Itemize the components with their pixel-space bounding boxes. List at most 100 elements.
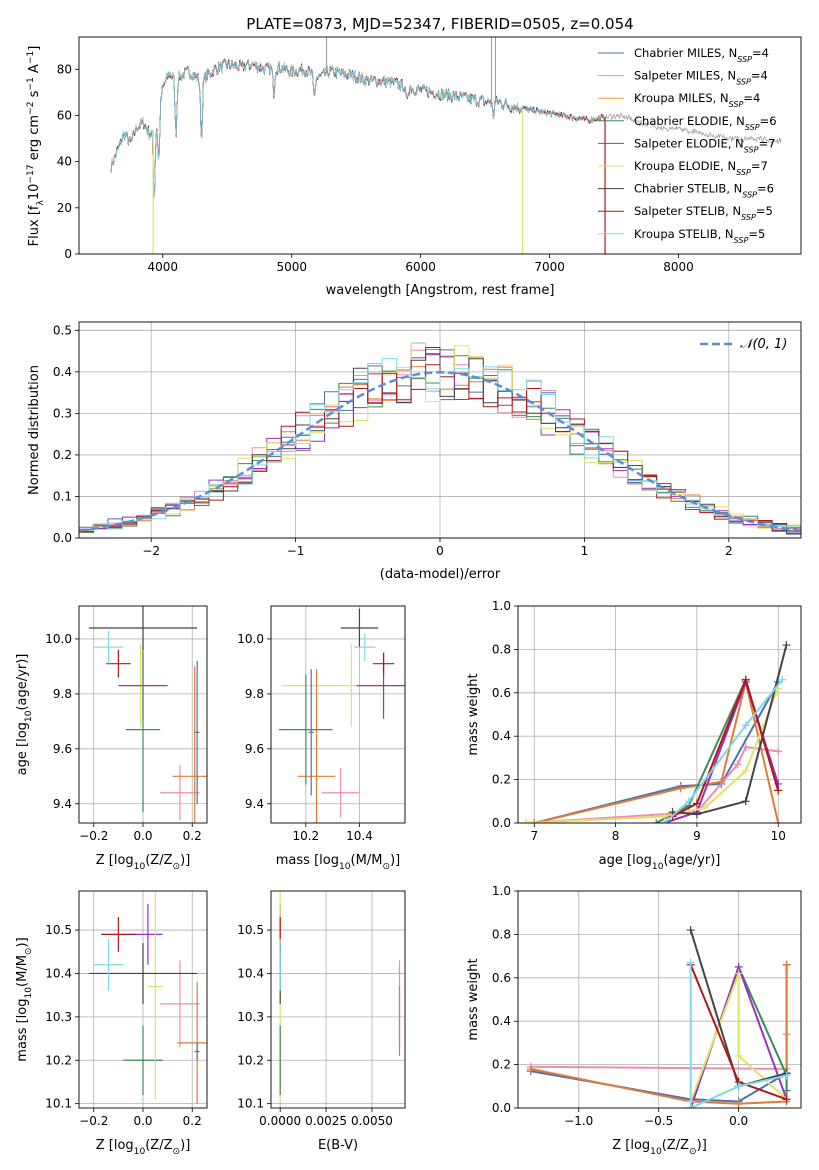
mass-weight-line (672, 644, 788, 816)
mass-weight-line (526, 745, 779, 823)
x-tick-label: 5000 (276, 260, 307, 274)
panel-spectrum: 4000 5000 6000 7000 8000 0 20 40 60 80 wavelength … (26, 36, 802, 298)
y-tick-label: 9.8 (245, 687, 264, 701)
y-tick-label: 20 (57, 201, 72, 215)
legend-entry: Chabrier ELODIE, NSSP=6 (634, 114, 777, 132)
mass-weight-marker (686, 958, 695, 967)
plot-area-spectrum (110, 37, 782, 254)
mass-weight-marker (741, 721, 750, 730)
y-tick-label: 0.4 (492, 729, 511, 743)
y-tick-label: 10.5 (45, 923, 72, 937)
y-tick-label: 0 (64, 247, 72, 261)
plot-area-age_vs_Z (88, 606, 207, 823)
y-tick-label: 10.0 (45, 632, 72, 646)
x-tick-label: 10.4 (346, 829, 373, 843)
mass-weight-marker (701, 803, 710, 812)
x-tick-label: 4000 (148, 260, 179, 274)
y-axis-label: age [log10(age/yr)] (15, 654, 34, 776)
y-tick-label: 0.0 (492, 816, 511, 830)
axes-frame (517, 890, 802, 1109)
x-axis-label: mass [log10(M/M⊙)] (276, 853, 400, 872)
y-tick-label: 9.8 (53, 687, 72, 701)
legend-entry: Salpeter ELODIE, NSSP=7 (634, 136, 775, 154)
axes-frame (78, 36, 802, 255)
y-tick-label: 0.3 (53, 406, 72, 420)
y-tick-label: 0.6 (492, 686, 511, 700)
x-tick-label: −1.0 (564, 1114, 593, 1128)
mass-weight-marker (734, 1051, 743, 1060)
mass-weight-marker (530, 819, 539, 823)
mass-weight-marker (774, 786, 783, 795)
y-tick-label: 9.4 (245, 797, 264, 811)
mass-weight-marker (686, 926, 695, 935)
panel-mass_vs_EBV: 0.0000 0.0025 0.0050 10.1 10.2 10.3 10.4 10.5 E(… (237, 890, 406, 1153)
y-tick-label: 80 (57, 62, 72, 76)
figure-title: PLATE=0873, MJD=52347, FIBERID=0505, z=0… (246, 15, 633, 33)
x-tick-label: 0.0050 (351, 1114, 393, 1128)
y-tick-label: 0.4 (53, 365, 72, 379)
mass-weight-marker (733, 760, 742, 769)
x-tick-label: 10.2 (292, 829, 319, 843)
mass-weight-marker (778, 675, 787, 684)
x-tick-label: −1 (287, 544, 305, 558)
y-tick-label: 9.6 (53, 742, 72, 756)
y-tick-label: 0.1 (53, 489, 72, 503)
mass-weight-marker (686, 1104, 695, 1108)
mass-weight-marker (741, 797, 750, 806)
grid-age_vs_mass (271, 606, 405, 823)
y-tick-label: 0.2 (53, 448, 72, 462)
panel-mass_vs_Z: −0.2 0.0 0.2 10.1 10.2 10.3 10.4 10.5 Z [log10(Z… (15, 890, 208, 1157)
plot-area-mass_vs_Z (88, 891, 207, 1104)
x-tick-label: 0.2 (183, 1114, 202, 1128)
mass-weight-marker (782, 1071, 791, 1080)
mass-weight-marker (734, 1082, 743, 1091)
plot-area-weight_vs_Z (526, 926, 791, 1108)
x-tick-label: 7000 (534, 260, 565, 274)
x-tick-label: −0.5 (644, 1114, 673, 1128)
panel-weight_vs_age: 7 8 9 10 0.0 0.2 0.4 0.6 0.8 1.0 age [log10(age/yr… (466, 599, 802, 872)
mass-weight-marker (782, 641, 791, 650)
mass-weight-line (663, 679, 784, 823)
y-tick-label: 0.8 (492, 642, 511, 656)
x-tick-label: 0.0025 (305, 1114, 347, 1128)
x-tick-label: 8000 (663, 260, 694, 274)
y-tick-label: 0.6 (492, 971, 511, 985)
y-tick-label: 10.1 (45, 1097, 72, 1111)
y-tick-label: 0.2 (492, 1058, 511, 1072)
mass-weight-marker (774, 819, 783, 823)
panel-age_vs_Z: −0.2 0.0 0.2 9.4 9.6 9.8 10.0 Z [log10(Z/Z⊙)] ag… (15, 605, 208, 872)
x-tick-label: 7 (530, 829, 538, 843)
x-tick-label: 0 (436, 544, 444, 558)
y-tick-label: 1.0 (492, 884, 511, 898)
y-tick-label: 0.2 (492, 773, 511, 787)
legend-entry: Kroupa STELIB, NSSP=5 (634, 227, 765, 245)
x-axis-label: Z [log10(Z/Z⊙)] (612, 1138, 707, 1157)
legend-entry: Salpeter STELIB, NSSP=5 (634, 204, 773, 222)
y-tick-label: 10.5 (237, 923, 264, 937)
plot-area-age_vs_mass (279, 608, 405, 823)
axes-frame (78, 890, 208, 1109)
y-tick-label: 9.6 (245, 742, 264, 756)
x-tick-label: 10 (771, 829, 786, 843)
mass-weight-marker (734, 1099, 743, 1108)
legend-entry: Salpeter MILES, NSSP=4 (634, 69, 768, 87)
x-axis-label: age [log10(age/yr)] (599, 853, 721, 872)
y-axis-label: Normed distribution (27, 365, 42, 495)
y-axis-label: mass weight (466, 673, 481, 755)
y-tick-label: 10.0 (237, 632, 264, 646)
x-tick-label: 0.0000 (259, 1114, 301, 1128)
y-axis-label: Flux [fλ10−17 erg cm−2 s−1 A−1] (26, 46, 46, 247)
legend-entry: 𝒩(0, 1) (740, 337, 787, 352)
x-axis-label: Z [log10(Z/Z⊙)] (96, 1138, 191, 1157)
panel-age_vs_mass: 10.2 10.4 9.4 9.6 9.8 10.0 mass [log10(M/M⊙)] (237, 605, 406, 872)
mass-weight-line (689, 962, 787, 1108)
mass-weight-marker (774, 747, 783, 756)
plot-area-weight_vs_age (522, 641, 791, 823)
panel-residuals: −2 −1 0 1 2 0.0 0.1 0.2 0.3 0.4 0.5 (data-model)/er… (27, 321, 802, 582)
mass-weight-marker (684, 797, 693, 806)
mass-weight-marker (522, 819, 531, 823)
y-tick-label: 0.0 (492, 1101, 511, 1115)
x-axis-label: Z [log10(Z/Z⊙)] (96, 853, 191, 872)
mass-weight-marker (652, 819, 661, 823)
